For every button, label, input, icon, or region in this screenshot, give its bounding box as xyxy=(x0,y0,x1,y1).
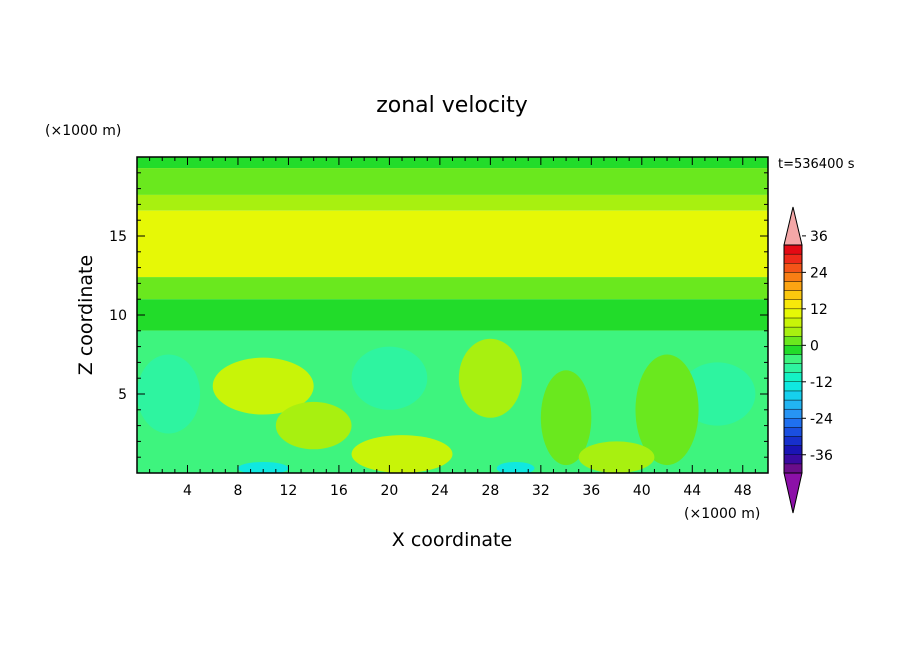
field-feature xyxy=(275,401,352,450)
colorbar-swatch xyxy=(783,390,803,401)
field-feature xyxy=(496,461,535,473)
colorbar: 36 24 12 0 -12 -24 -36 xyxy=(783,206,833,514)
field-feature xyxy=(679,362,756,426)
colorbar-swatch xyxy=(783,336,803,346)
field-feature xyxy=(212,357,314,415)
colorbar-swatch xyxy=(783,308,803,319)
colorbar-swatch xyxy=(783,399,803,410)
colorbar-tick-label: -12 xyxy=(810,375,833,391)
colorbar-swatch xyxy=(783,363,803,373)
field-feature xyxy=(540,370,592,466)
field-band xyxy=(137,277,768,300)
colorbar-swatch xyxy=(783,418,803,428)
colorbar-swatch xyxy=(783,408,803,419)
x-tick-label: 48 xyxy=(734,483,752,499)
x-tick-label: 8 xyxy=(233,483,242,499)
colorbar-swatch xyxy=(783,427,803,437)
field-band xyxy=(137,210,768,278)
z-axis-label: Z coordinate xyxy=(75,255,97,375)
field-band xyxy=(137,157,768,169)
plot-area xyxy=(136,156,769,474)
colorbar-under-arrow xyxy=(783,472,803,514)
colorbar-swatch xyxy=(783,454,803,465)
colorbar-tick-label: -36 xyxy=(810,448,833,464)
x-tick-label: 12 xyxy=(280,483,298,499)
colorbar-swatch xyxy=(783,372,803,382)
field-band xyxy=(137,194,768,211)
colorbar-tick-label: -24 xyxy=(810,411,833,427)
chart-title: zonal velocity xyxy=(376,93,528,118)
x-tick-label: 24 xyxy=(431,483,449,499)
field-band xyxy=(137,299,768,331)
colorbar-tick-label: 36 xyxy=(810,229,828,245)
colorbar-frame xyxy=(783,244,803,474)
z-tick-label: 15 xyxy=(109,229,127,245)
field-feature xyxy=(351,346,428,410)
colorbar-swatch xyxy=(783,299,803,310)
colorbar-swatch xyxy=(783,436,803,446)
colorbar-swatch xyxy=(783,381,803,392)
z-tick-label: 10 xyxy=(109,308,127,324)
field-feature xyxy=(351,435,453,473)
colorbar-swatch xyxy=(783,463,803,474)
colorbar-swatch xyxy=(783,354,803,364)
x-tick-label: 40 xyxy=(633,483,651,499)
colorbar-tick-label: 0 xyxy=(810,338,819,354)
x-axis: 4 8 12 16 20 24 28 32 36 40 44 48 xyxy=(149,157,756,499)
colorbar-swatch xyxy=(783,253,803,264)
x-tick-label: 36 xyxy=(582,483,600,499)
colorbar-swatch xyxy=(783,272,803,282)
colorbar-tick-label: 24 xyxy=(810,265,828,281)
x-tick-label: 20 xyxy=(380,483,398,499)
z-unit-label: (×1000 m) xyxy=(45,123,121,139)
x-tick-label: 32 xyxy=(532,483,550,499)
x-tick-label: 4 xyxy=(183,483,192,499)
x-tick-label: 44 xyxy=(683,483,701,499)
colorbar-swatch xyxy=(783,290,803,300)
colorbar-swatch xyxy=(783,345,803,355)
colorbar-swatch xyxy=(783,244,803,255)
colorbar-swatch xyxy=(783,445,803,455)
x-tick-label: 16 xyxy=(330,483,348,499)
time-label: t=536400 s xyxy=(778,157,855,172)
x-tick-label: 28 xyxy=(481,483,499,499)
x-unit-label: (×1000 m) xyxy=(684,506,760,522)
field-band xyxy=(137,168,768,195)
colorbar-swatch xyxy=(783,326,803,337)
colorbar-tick-label: 12 xyxy=(810,302,828,318)
field-feature xyxy=(578,441,655,473)
x-axis-label: X coordinate xyxy=(392,529,512,551)
colorbar-swatch xyxy=(783,281,803,291)
field-feature xyxy=(137,354,201,434)
field-feature xyxy=(458,338,522,418)
z-axis: 5 10 15 xyxy=(109,172,768,458)
colorbar-swatch xyxy=(783,263,803,273)
field-feature xyxy=(635,354,699,466)
z-tick-label: 5 xyxy=(118,387,127,403)
field xyxy=(137,157,768,473)
colorbar-swatch xyxy=(783,317,803,328)
colorbar-over-arrow xyxy=(783,206,803,246)
